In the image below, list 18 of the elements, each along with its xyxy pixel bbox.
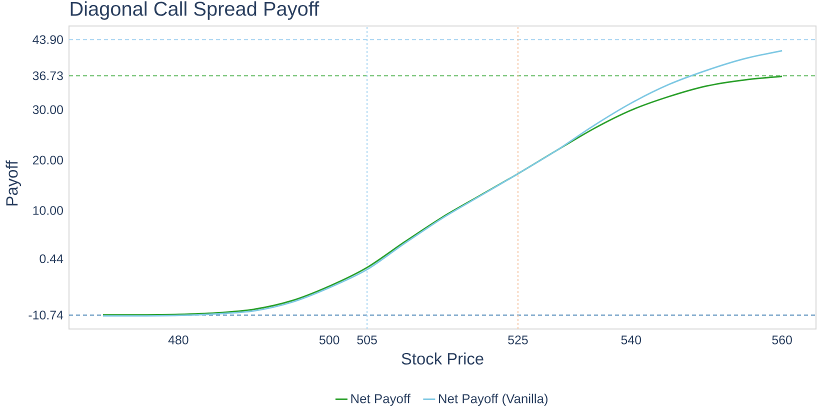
x-tick-label: 525	[508, 336, 528, 344]
legend-label: Net Payoff	[351, 394, 410, 406]
x-tick-label: 560	[772, 336, 792, 344]
x-axis-title: Stock Price	[402, 352, 484, 365]
y-tick-label: 43.90	[32, 35, 63, 44]
y-tick-label: 20.00	[32, 156, 63, 165]
y-tick-label: -10.74	[28, 310, 64, 320]
y-tick-label: 30.00	[32, 105, 63, 114]
y-axis-title: Payoff	[6, 160, 21, 206]
y-tick-label: 36.73	[32, 71, 63, 80]
legend-label: Net Payoff (Vanilla)	[438, 394, 548, 406]
x-tick-label: 505	[357, 336, 377, 344]
x-tick-label: 480	[168, 336, 188, 344]
x-tick-label: 540	[621, 336, 642, 344]
y-tick-label: 0.44	[40, 254, 64, 264]
x-tick-label: 500	[319, 336, 340, 344]
chart-title: Diagonal Call Spread Payoff	[70, 1, 320, 20]
y-tick-label: 10.00	[33, 206, 63, 215]
